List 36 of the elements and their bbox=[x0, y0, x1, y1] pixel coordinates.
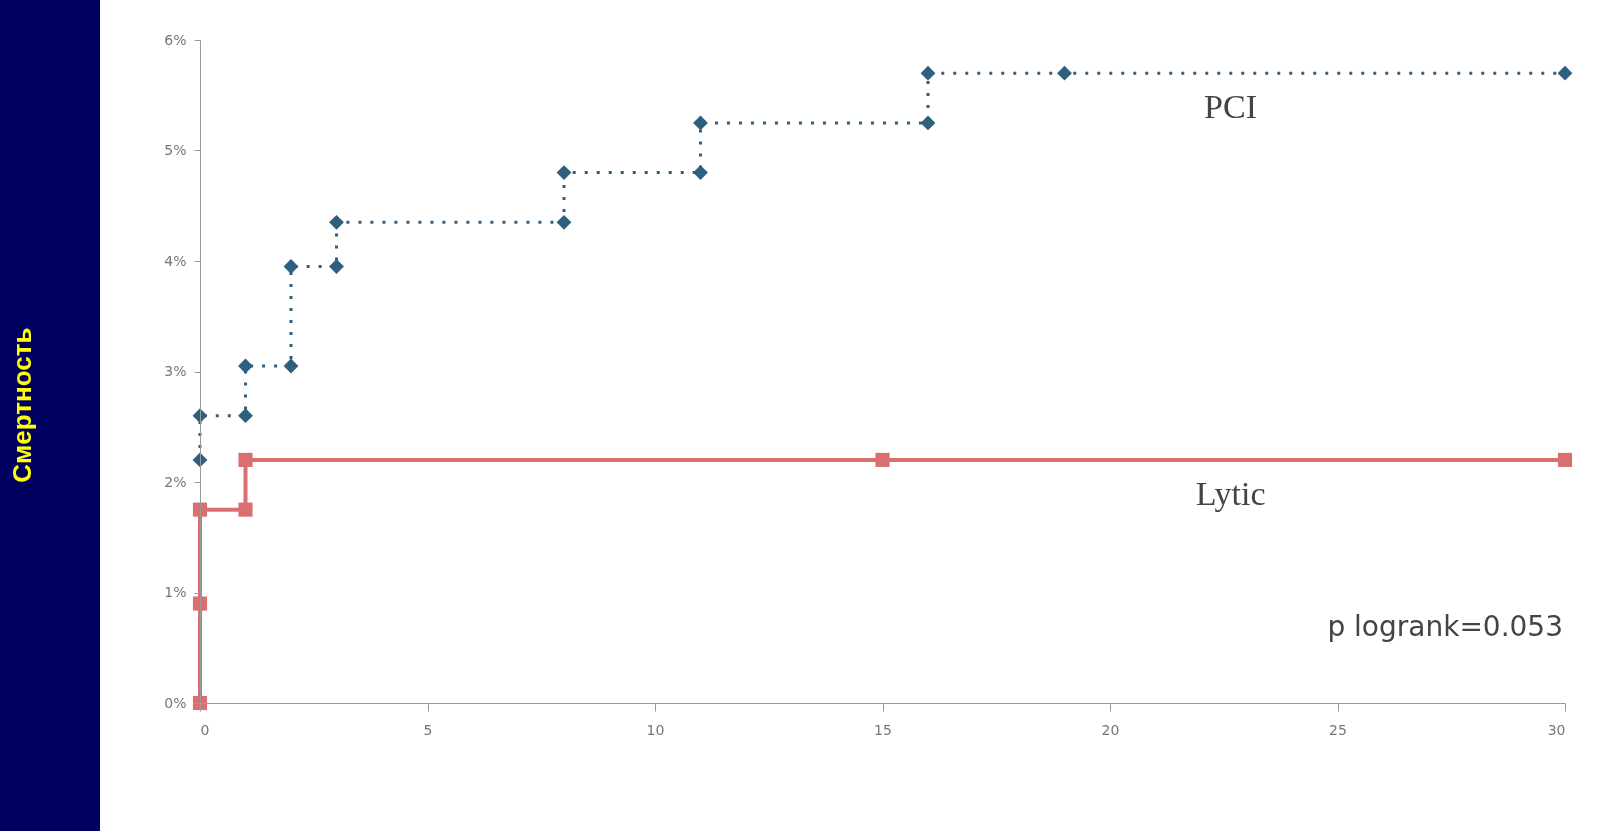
x-tick-label: 30 bbox=[1547, 721, 1566, 738]
point bbox=[556, 165, 572, 181]
point bbox=[329, 214, 344, 230]
y-axis-title: Смертность bbox=[6, 327, 37, 483]
series-label: PCI bbox=[1204, 88, 1258, 126]
y-tick-label: 1% bbox=[164, 584, 187, 600]
point bbox=[1557, 452, 1573, 467]
point bbox=[192, 596, 208, 611]
point bbox=[238, 408, 253, 424]
point bbox=[1057, 65, 1072, 81]
y-tick-label: 2% bbox=[164, 473, 187, 490]
point bbox=[556, 214, 572, 230]
y-tick-label: 0% bbox=[164, 694, 187, 711]
point bbox=[693, 165, 708, 181]
y-tick-label: 6% bbox=[164, 31, 187, 48]
point bbox=[238, 452, 253, 467]
x-tick-label: 20 bbox=[1101, 721, 1120, 738]
point bbox=[875, 452, 890, 467]
y-tick-label: 5% bbox=[164, 142, 187, 158]
x-tick-label: 5 bbox=[423, 721, 433, 738]
point bbox=[920, 115, 936, 131]
series-label: Lytic bbox=[1195, 474, 1266, 512]
y-tick-label: 3% bbox=[164, 363, 187, 379]
point bbox=[920, 65, 936, 81]
point bbox=[693, 115, 708, 131]
x-tick-label: 0 bbox=[200, 721, 210, 738]
x-tick-label: 10 bbox=[646, 721, 665, 738]
point bbox=[1557, 65, 1573, 81]
point bbox=[238, 502, 253, 517]
point bbox=[192, 502, 208, 517]
x-tick-label: 25 bbox=[1329, 721, 1347, 738]
point bbox=[329, 259, 344, 274]
point bbox=[283, 358, 299, 374]
y-tick-label: 4% bbox=[164, 252, 187, 269]
x-tick-label: 15 bbox=[874, 721, 892, 738]
annotation: p logrank=0.053 bbox=[1327, 610, 1563, 643]
